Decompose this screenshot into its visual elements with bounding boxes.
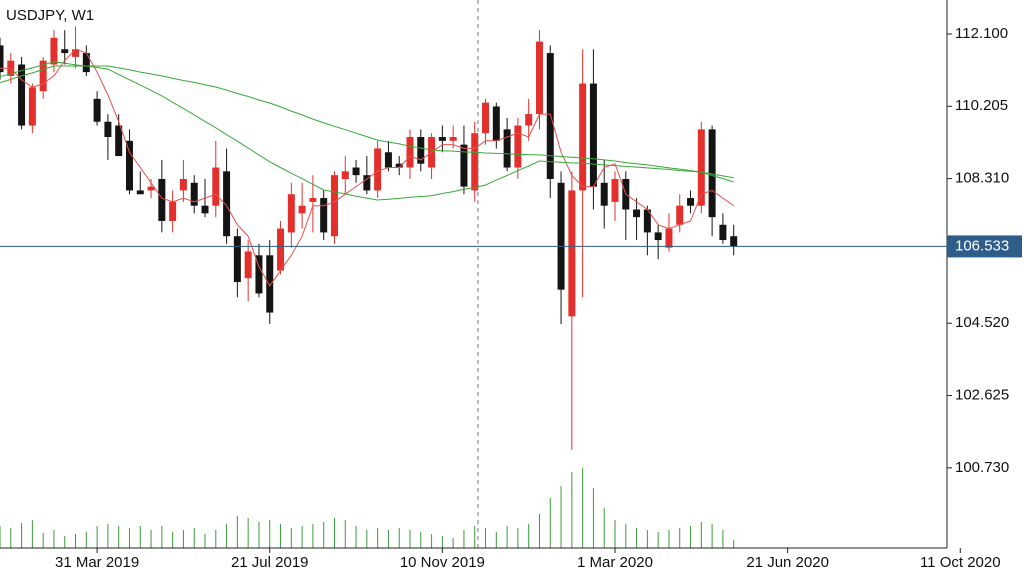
plot-area <box>0 26 738 548</box>
candle-body <box>363 175 371 191</box>
y-tick-label: 110.205 <box>955 97 1008 114</box>
candle-body <box>298 205 306 214</box>
y-tick-label: 108.310 <box>955 170 1009 187</box>
candle-body <box>147 186 155 191</box>
moving-average <box>0 65 734 183</box>
candle-body <box>633 209 641 218</box>
x-tick-label: 10 Nov 2019 <box>400 554 485 571</box>
candle-body <box>0 45 4 73</box>
y-tick-label: 102.625 <box>955 387 1009 404</box>
chart-title: USDJPY, W1 <box>6 7 94 24</box>
last-price-label: 106.533 <box>955 237 1009 254</box>
candle-body <box>384 152 392 168</box>
last-price-box <box>947 235 1022 258</box>
candle-body <box>61 49 69 54</box>
candle-body <box>201 205 209 214</box>
candle-body <box>482 102 490 134</box>
candle-body <box>18 64 26 126</box>
candle-body <box>255 255 263 294</box>
y-tick-label: 112.100 <box>955 25 1008 42</box>
candle-body <box>514 125 522 168</box>
candle-body <box>438 137 446 141</box>
candle-body <box>406 137 414 168</box>
candle-body <box>643 209 651 233</box>
candle-body <box>93 98 101 122</box>
candle-body <box>223 171 231 237</box>
candle-body <box>654 232 662 241</box>
candle-body <box>374 148 382 191</box>
candle-body <box>535 41 543 115</box>
x-tick-label: 21 Jul 2019 <box>231 554 309 571</box>
candle-body <box>287 194 295 233</box>
candle-body <box>492 106 500 141</box>
x-tick-label: 31 Mar 2019 <box>55 554 139 571</box>
candle-body <box>697 129 705 206</box>
candle-body <box>352 167 360 176</box>
x-tick-label: 11 Oct 2020 <box>920 554 1001 571</box>
candle-body <box>341 171 349 179</box>
candle-body <box>266 255 274 313</box>
candle-body <box>719 224 727 241</box>
candle-body <box>665 228 673 248</box>
candle-body <box>460 144 468 187</box>
candle-body <box>115 125 123 157</box>
candle-body <box>82 53 90 73</box>
moving-average <box>0 61 734 201</box>
candle-body <box>611 178 619 202</box>
candle-body <box>104 121 112 137</box>
candle-body <box>50 37 58 65</box>
candle-body <box>277 228 285 271</box>
candle-body <box>190 182 198 206</box>
candle-body <box>568 190 576 317</box>
candle-body <box>503 129 511 168</box>
y-tick-label: 104.520 <box>955 314 1009 331</box>
candle-body <box>395 163 403 168</box>
candle-body <box>28 87 36 126</box>
candle-body <box>546 53 554 179</box>
candle-body <box>600 182 608 206</box>
candle-body <box>125 140 133 191</box>
candle-body <box>579 83 587 191</box>
candle-body <box>449 137 457 141</box>
candle-body <box>708 129 716 218</box>
candle-body <box>557 182 565 290</box>
candle-body <box>687 198 695 206</box>
candle-body <box>179 178 187 191</box>
candle-body <box>320 198 328 233</box>
candle-body <box>589 83 597 187</box>
candle-body <box>730 236 738 247</box>
candle-body <box>525 114 533 126</box>
candle-body <box>309 198 317 202</box>
candle-body <box>417 137 425 164</box>
candle-body <box>212 167 220 206</box>
candle-body <box>471 133 479 191</box>
candle-body <box>158 178 166 221</box>
candle-body <box>244 251 252 279</box>
candle-body <box>233 236 241 283</box>
x-tick-label: 21 Jun 2020 <box>746 554 829 571</box>
candle-body <box>676 205 684 225</box>
x-tick-label: 1 Mar 2020 <box>577 554 653 571</box>
y-tick-label: 100.730 <box>955 459 1009 476</box>
candle-body <box>136 190 144 195</box>
candle-body <box>39 60 47 92</box>
candle-body <box>72 49 80 57</box>
candle-body <box>330 175 338 237</box>
candle-body <box>169 201 177 221</box>
